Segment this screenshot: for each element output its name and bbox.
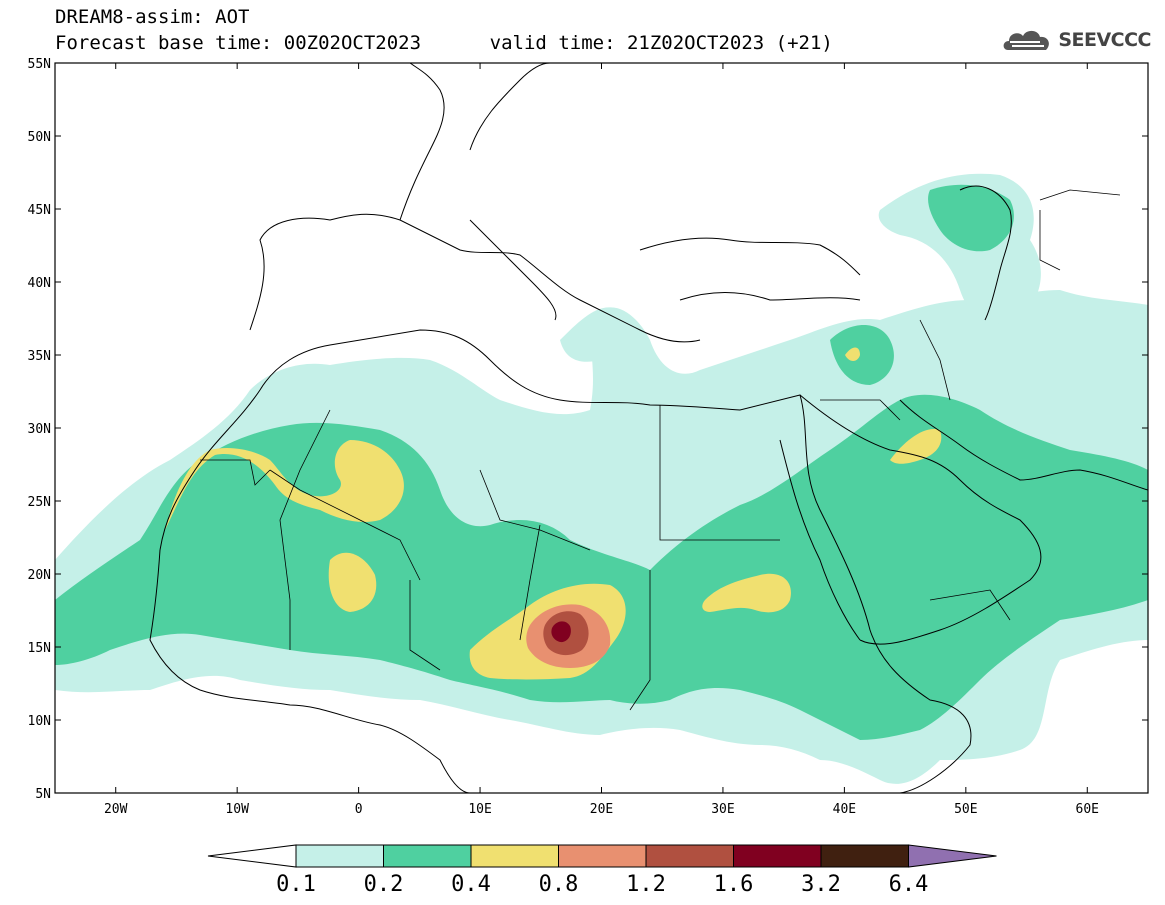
colorbar-segment (470, 844, 559, 868)
colorbar-label: 0.2 (364, 872, 404, 897)
lat-tick-label: 15N (28, 641, 51, 656)
lat-tick-label: 20N (28, 568, 51, 583)
seevccc-logo: SEEVCCC (1000, 24, 1151, 56)
aot-level-1.6 (551, 621, 571, 643)
aot-level-0.2 (55, 184, 1148, 740)
map-title: DREAM8-assim: AOT (55, 6, 250, 28)
lon-tick-label: 0 (355, 802, 363, 817)
lat-tick-label: 55N (28, 57, 51, 72)
colorbar-segment (820, 844, 909, 868)
lon-tick-label: 10E (468, 802, 491, 817)
logo-text: SEEVCCC (1058, 29, 1151, 51)
lon-tick-label: 30E (711, 802, 734, 817)
colorbar-label: 0.1 (276, 872, 316, 897)
lon-tick-label: 20W (104, 802, 128, 817)
colorbar-segment (558, 844, 647, 868)
colorbar-high-arrow (908, 844, 997, 868)
aot-field (55, 63, 1148, 793)
colorbar-label: 6.4 (889, 872, 929, 897)
lon-tick-label: 20E (590, 802, 613, 817)
colorbar-label: 1.6 (714, 872, 754, 897)
lon-tick-label: 10W (225, 802, 249, 817)
colorbar-segment (295, 844, 384, 868)
map-axes: 55N 50N 45N 40N 35N 30N 25N 20N 15N 10N 5N 20W 10W 0 1… (28, 57, 1148, 817)
lat-tick-label: 5N (35, 787, 51, 802)
cloud-logo-icon (1003, 30, 1050, 50)
colorbar-segment (645, 844, 734, 868)
lat-tick-label: 10N (28, 714, 51, 729)
colorbar-label: 3.2 (801, 872, 841, 897)
colorbar-label: 0.4 (451, 872, 491, 897)
political-borders (200, 189, 1121, 711)
lat-tick-label: 45N (28, 203, 51, 218)
lat-tick-label: 40N (28, 276, 51, 291)
colorbar-segment (733, 844, 822, 868)
forecast-time-subtitle: Forecast base time: 00Z02OCT2023 valid t… (55, 32, 833, 54)
lon-tick-label: 40E (833, 802, 856, 817)
colorbar-segment (383, 844, 472, 868)
coastlines (149, 63, 1148, 793)
lat-tick-label: 35N (28, 349, 51, 364)
lat-tick-label: 30N (28, 422, 51, 437)
lat-tick-label: 25N (28, 495, 51, 510)
aot-colorbar: 0.1 0.2 0.4 0.8 1.2 1.6 3.2 6.4 (207, 844, 997, 897)
colorbar-label: 1.2 (626, 872, 666, 897)
lat-tick-label: 50N (28, 130, 51, 145)
colorbar-low-arrow (207, 844, 297, 868)
lon-tick-label: 60E (1076, 802, 1099, 817)
colorbar-label: 0.8 (539, 872, 579, 897)
lon-tick-label: 50E (954, 802, 977, 817)
